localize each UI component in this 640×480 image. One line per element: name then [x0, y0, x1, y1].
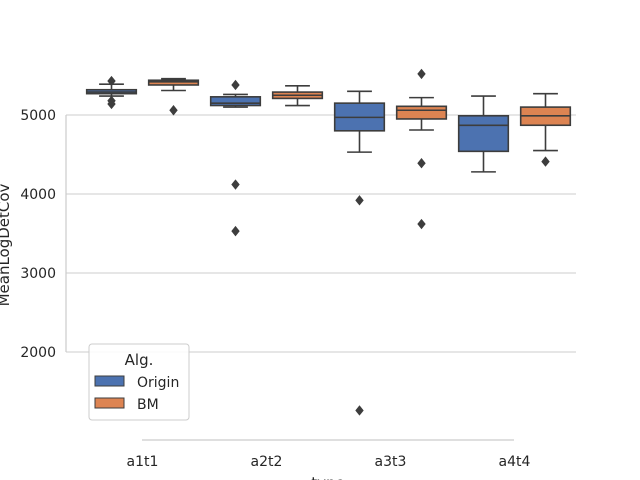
box-bm-a3t3 [395, 68, 448, 230]
x-tick-label: a3t3 [375, 454, 407, 470]
outlier-point [231, 79, 240, 91]
box-origin-a2t2 [209, 79, 262, 237]
legend-swatch-bm [94, 397, 125, 409]
boxes-layer [85, 68, 572, 416]
outlier-point [417, 68, 426, 80]
legend: Alg. Origin BM [88, 343, 190, 421]
outlier-point [417, 157, 426, 169]
legend-swatch-origin [94, 375, 125, 387]
y-tick-label: 5000 [20, 108, 56, 124]
box-origin-a3t3 [333, 90, 386, 416]
box-iqr [457, 114, 510, 153]
x-tick-labels: a1t1 a2t2 a3t3 a4t4 [127, 454, 531, 470]
legend-label-origin: Origin [137, 375, 179, 391]
legend-label-bm: BM [137, 397, 159, 413]
box-origin-a1t1 [85, 75, 138, 110]
outlier-point [417, 218, 426, 230]
box-origin-a4t4 [457, 95, 510, 173]
x-tick-label: a2t2 [251, 454, 283, 470]
outlier-point [231, 225, 240, 237]
legend-items: Origin BM [94, 375, 179, 413]
box-bm-a1t1 [147, 77, 200, 116]
box-bm-a4t4 [519, 92, 572, 167]
outlier-point [355, 405, 364, 416]
y-tick-label: 4000 [20, 187, 56, 203]
outlier-point [355, 195, 364, 206]
x-tick-label: a1t1 [127, 454, 159, 470]
outlier-point [231, 179, 240, 190]
outlier-point [107, 75, 116, 87]
outlier-point [169, 105, 178, 116]
x-axis-title: type [311, 474, 345, 480]
box-iqr [209, 96, 262, 107]
legend-title: Alg. [125, 351, 154, 369]
x-tick-label: a4t4 [499, 454, 531, 470]
y-tick-label: 2000 [20, 345, 56, 361]
y-axis-title: MeanLogDetCov [0, 183, 13, 306]
outlier-point [107, 98, 116, 110]
box-iqr [395, 105, 448, 120]
y-tick-labels: 2000 3000 4000 5000 [20, 108, 56, 361]
y-tick-label: 3000 [20, 266, 56, 282]
box-bm-a2t2 [271, 84, 324, 107]
outlier-point [541, 156, 550, 167]
